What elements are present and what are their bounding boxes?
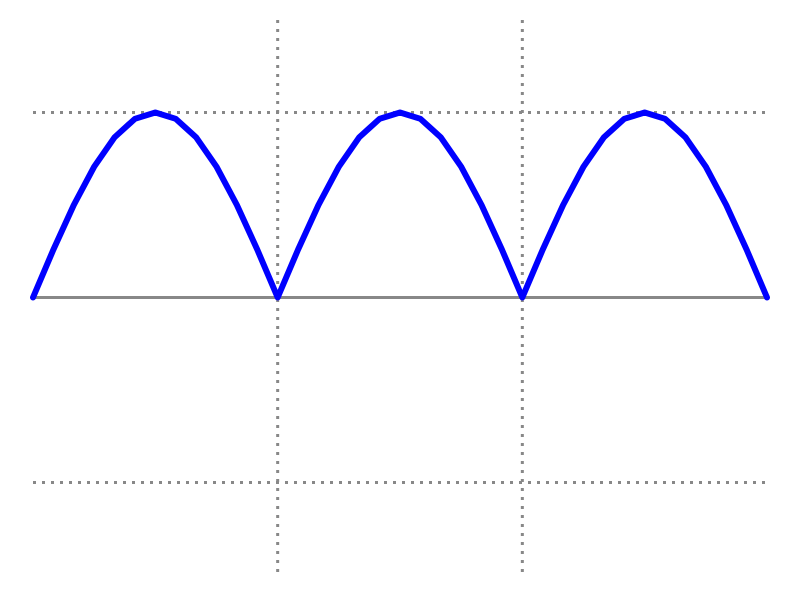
data-line — [30, 109, 770, 301]
